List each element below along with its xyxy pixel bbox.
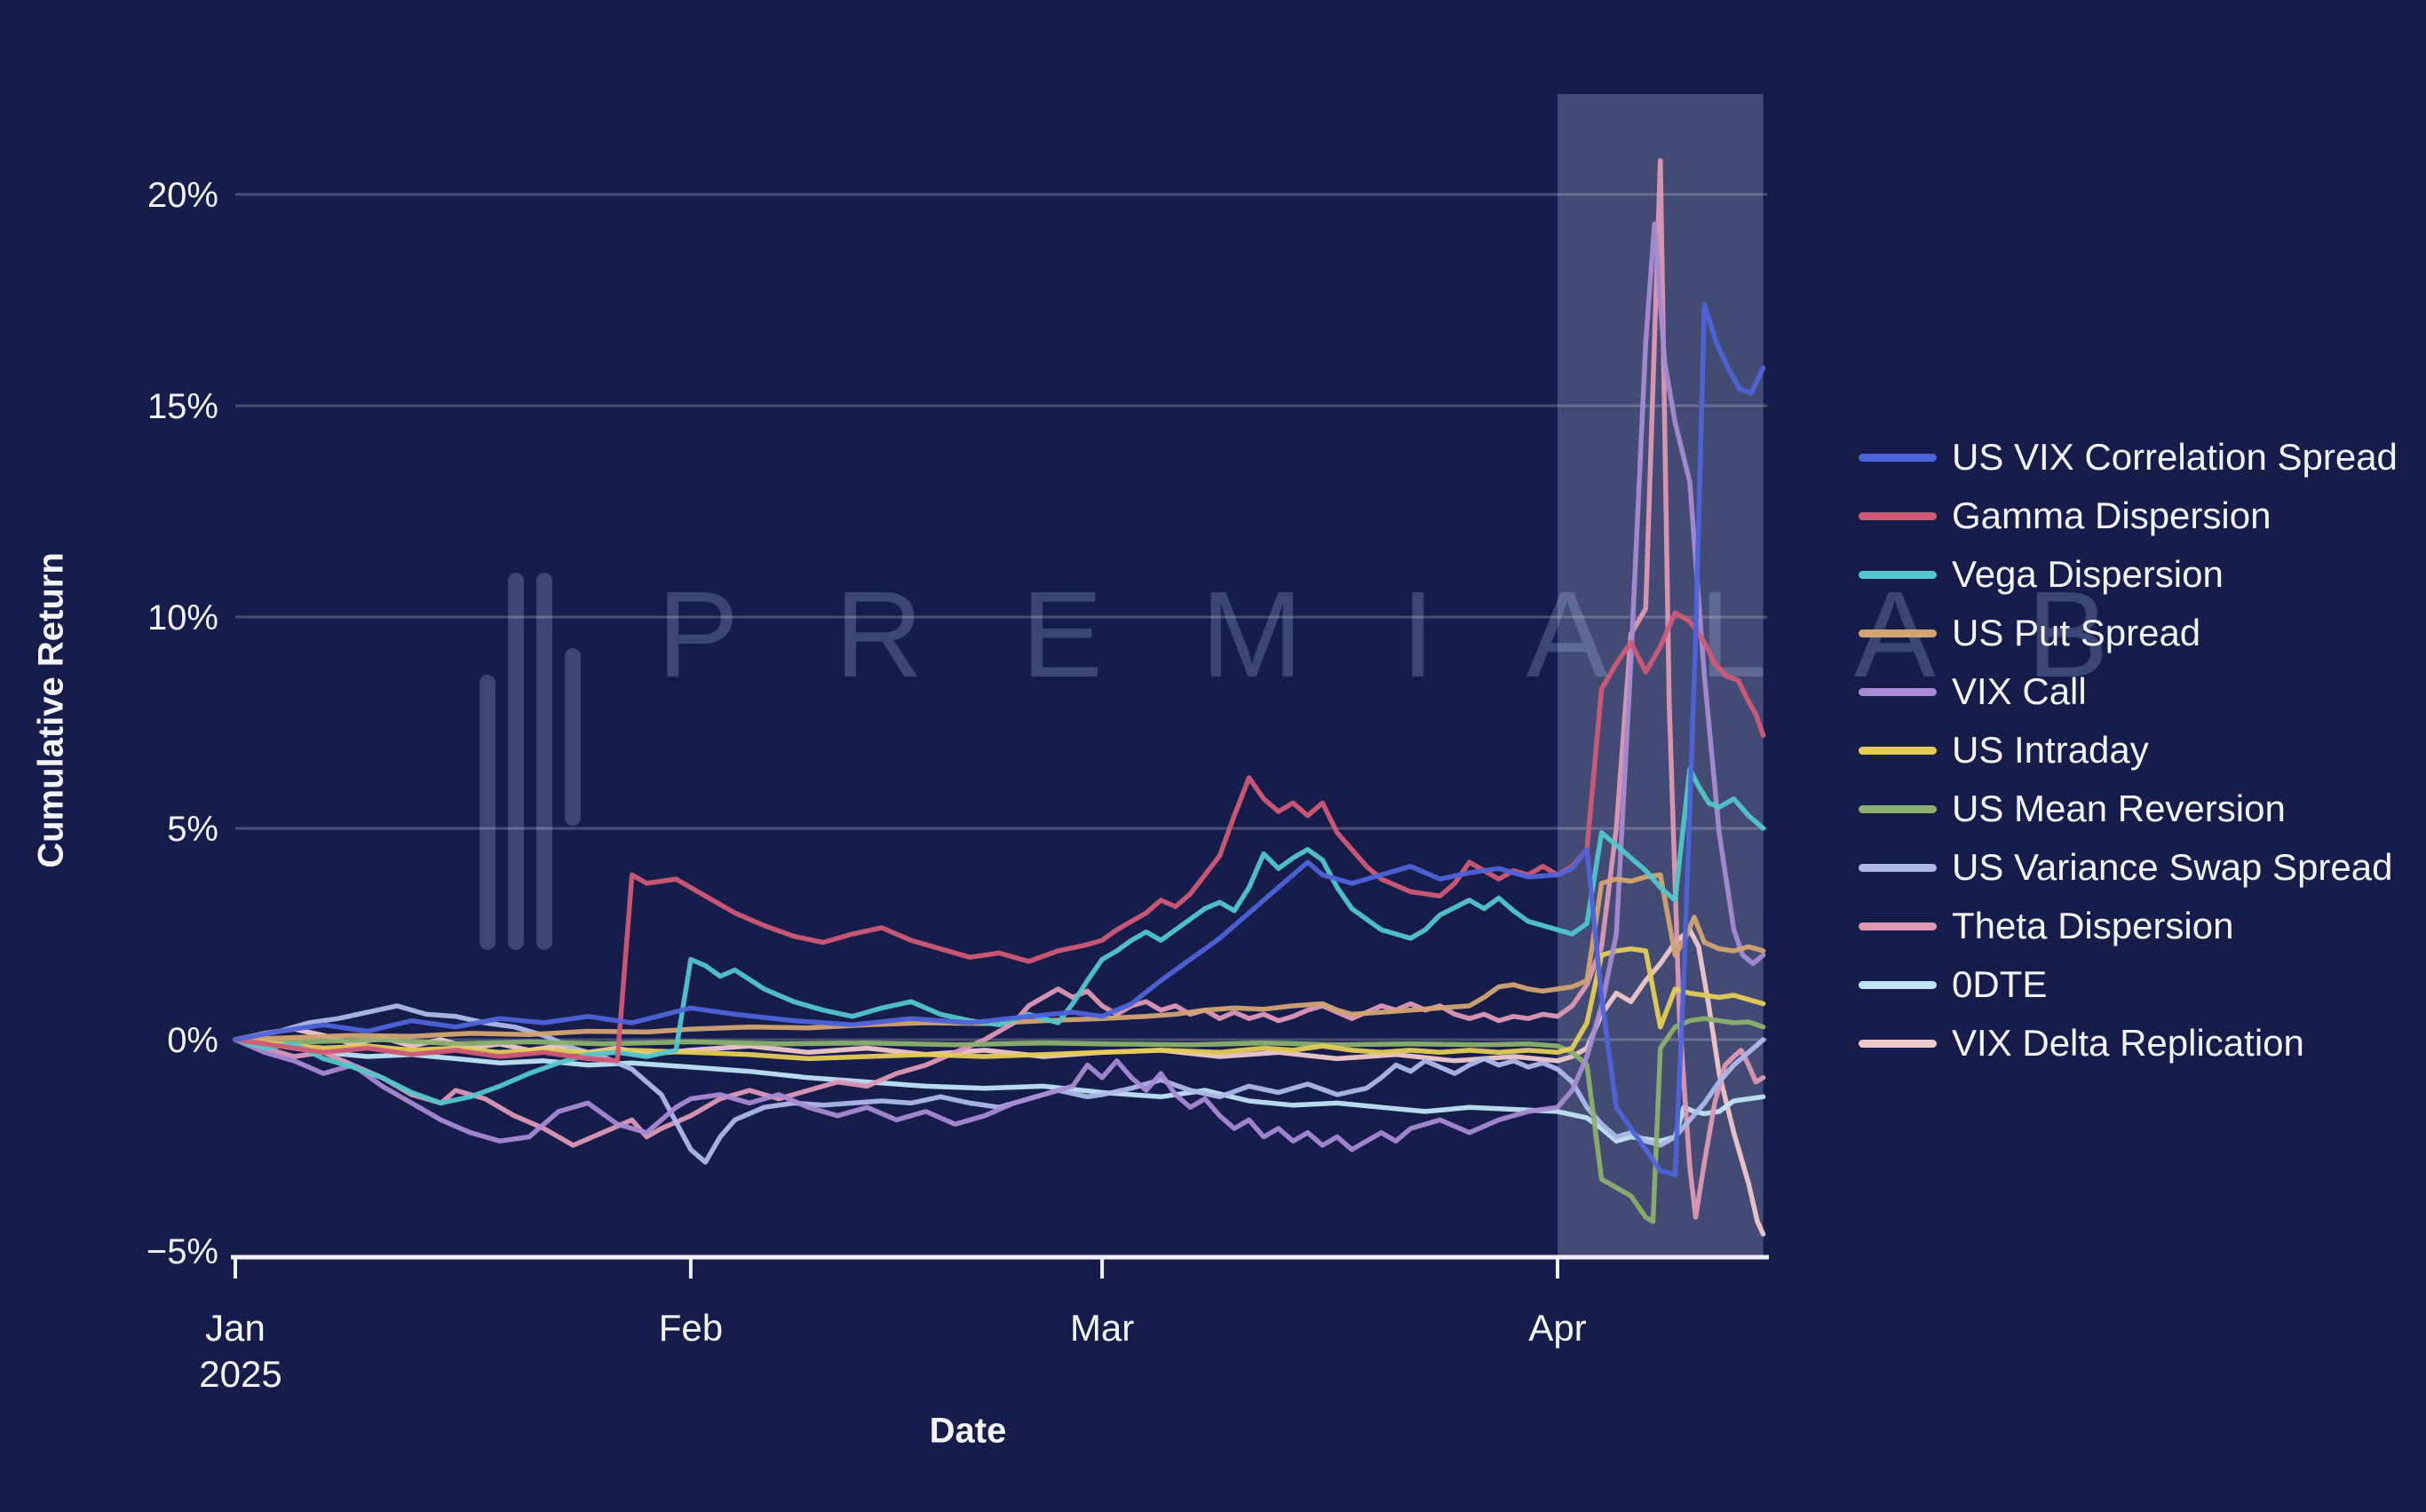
premialab-logo-bar (480, 675, 496, 950)
legend-label: US VIX Correlation Spread (1952, 436, 2398, 478)
x-tick-label-jan: Jan (205, 1307, 266, 1349)
y-tick-label: 20% (147, 176, 218, 215)
legend-item-us-mean-reversion[interactable]: US Mean Reversion (1859, 788, 2286, 830)
legend-label: Gamma Dispersion (1952, 495, 2271, 536)
legend-item-us-vix-correlation-spread[interactable]: US VIX Correlation Spread (1859, 436, 2398, 479)
legend-item-0dte[interactable]: 0DTE (1859, 963, 2047, 1006)
legend-label: US Intraday (1952, 729, 2149, 771)
y-tick-label: 10% (147, 598, 218, 637)
legend-item-theta-dispersion[interactable]: Theta Dispersion (1859, 905, 2233, 947)
legend-label: US Mean Reversion (1952, 788, 2286, 829)
premialab-logo-bar (508, 573, 524, 950)
legend-swatch-us-intraday (1859, 746, 1937, 755)
legend-item-us-intraday[interactable]: US Intraday (1859, 729, 2149, 772)
series-line-vix-delta-replication (233, 927, 1766, 1237)
legend-label: Vega Dispersion (1952, 553, 2224, 595)
y-tick-label: 5% (167, 810, 218, 849)
legend-label: Theta Dispersion (1952, 905, 2234, 946)
legend-item-vix-call[interactable]: VIX Call (1859, 670, 2087, 713)
legend-swatch-vix-call (1859, 687, 1937, 696)
x-axis-title: Date (929, 1411, 1007, 1451)
legend-swatch-gamma-dispersion (1859, 511, 1937, 520)
x-tick-label-apr: Apr (1528, 1307, 1586, 1349)
legend-swatch-0dte (1859, 980, 1937, 989)
series-line-gamma-dispersion (233, 610, 1766, 1064)
premialab-logo-bar (565, 648, 581, 826)
legend-label: VIX Delta Replication (1952, 1022, 2304, 1064)
legend-swatch-us-mean-reversion (1859, 804, 1937, 813)
legend-swatch-us-vix-correlation-spread (1859, 453, 1937, 462)
legend-item-us-put-spread[interactable]: US Put Spread (1859, 612, 2200, 654)
legend-label: 0DTE (1952, 963, 2048, 1005)
legend-label: VIX Call (1952, 670, 2087, 712)
x-tick-label-mar: Mar (1070, 1307, 1134, 1349)
y-tick-label: −5% (147, 1232, 218, 1271)
x-tick-sublabel-year: 2025 (199, 1353, 281, 1395)
premialab-logo-bar (536, 573, 552, 950)
x-tick-label-feb: Feb (659, 1307, 723, 1349)
y-tick-label: 15% (147, 387, 218, 426)
legend-item-vega-dispersion[interactable]: Vega Dispersion (1859, 553, 2224, 596)
y-axis-title: Cumulative Return (31, 552, 71, 868)
legend-swatch-us-put-spread (1859, 629, 1937, 637)
legend-item-gamma-dispersion[interactable]: Gamma Dispersion (1859, 495, 2271, 537)
series-line-us-vix-correlation-spread (233, 302, 1766, 1178)
legend-swatch-theta-dispersion (1859, 922, 1937, 930)
legend-label: US Variance Swap Spread (1952, 846, 2393, 888)
legend-swatch-vega-dispersion (1859, 570, 1937, 579)
series-line-us-put-spread (233, 872, 1766, 1042)
legend-item-us-variance-swap-spread[interactable]: US Variance Swap Spread (1859, 846, 2393, 889)
series-line-vix-call (233, 221, 1766, 1152)
series-line-us-intraday (233, 946, 1766, 1062)
legend-swatch-us-variance-swap-spread (1859, 863, 1937, 872)
y-tick-label: 0% (167, 1021, 218, 1060)
legend-label: US Put Spread (1952, 612, 2201, 653)
legend-swatch-vix-delta-replication (1859, 1039, 1937, 1048)
legend-item-vix-delta-replication[interactable]: VIX Delta Replication (1859, 1022, 2304, 1065)
